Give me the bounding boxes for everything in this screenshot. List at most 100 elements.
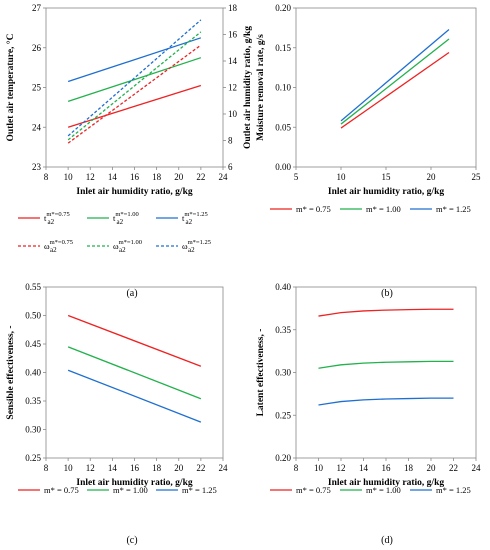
legend-label-base: ω xyxy=(113,241,119,251)
legend-label: m* = 1.25 xyxy=(436,204,471,214)
x-tick-label: 10 xyxy=(337,172,347,182)
x-tick-label: 8 xyxy=(294,463,299,473)
x-tick-label: 22 xyxy=(449,463,458,473)
legend: m* = 0.75 m* = 1.00 m* = 1.25 xyxy=(18,485,217,495)
x-axis-label: Inlet air humidity ratio, g/kg xyxy=(76,187,192,197)
legend-label: m* = 1.25 xyxy=(436,485,471,495)
legend-label: m* = 0.75 xyxy=(44,485,79,495)
y-tick-label: 0.40 xyxy=(275,282,291,292)
y-right-tick-label: 16 xyxy=(228,30,238,40)
series-line-2 xyxy=(67,369,202,423)
x-tick-label: 12 xyxy=(86,172,95,182)
x-tick-label: 15 xyxy=(382,172,392,182)
y-tick-label: 24 xyxy=(32,122,42,132)
x-tick-label: 22 xyxy=(196,463,205,473)
y-tick-label: 0.50 xyxy=(25,311,41,321)
x-tick-label: 14 xyxy=(359,463,369,473)
x-axis-label: Inlet air humidity ratio, g/kg xyxy=(328,187,444,197)
panel-label: (b) xyxy=(381,288,393,299)
legend-label-base: t xyxy=(182,213,185,223)
series-line-1 xyxy=(67,57,202,103)
y-right-tick-label: 18 xyxy=(228,3,238,13)
x-tick-label: 8 xyxy=(44,463,49,473)
series-line-4 xyxy=(67,31,202,141)
plot-frame xyxy=(295,7,477,168)
x-axis-label: Inlet air humidity ratio, g/kg xyxy=(76,478,192,488)
series-line-1 xyxy=(318,360,454,369)
legend-label-sup: m*=1.00 xyxy=(119,239,142,246)
legend-label-base: t xyxy=(44,213,47,223)
y-tick-label: 0.25 xyxy=(25,453,41,463)
x-tick-label: 24 xyxy=(219,172,229,182)
y-tick-label: 0.20 xyxy=(275,3,291,13)
y-tick-label: 25 xyxy=(32,83,42,93)
legend-label-base: t xyxy=(113,213,116,223)
legend-label-sup: m*=1.25 xyxy=(188,239,211,246)
y-tick-label: 27 xyxy=(32,3,42,13)
x-tick-label: 25 xyxy=(472,172,482,182)
y-tick-label: 0.00 xyxy=(275,162,291,172)
legend-label: m* = 1.00 xyxy=(366,204,401,214)
y-tick-label: 26 xyxy=(32,43,42,53)
chart-panel-d: 8 10 12 14 16 18 20 22 24 0.20 0.25 0.30 0.35 0.40 Inl… xyxy=(256,282,481,546)
y-tick-label: 0.40 xyxy=(25,368,41,378)
legend-label-sup: m*=0.75 xyxy=(50,239,73,246)
series-line-1 xyxy=(340,38,450,125)
y-right-tick-label: 10 xyxy=(228,109,238,119)
y-right-tick-label: 8 xyxy=(228,136,233,146)
series-line-3 xyxy=(67,44,202,144)
series-line-0 xyxy=(340,51,450,129)
chart-panel-a: 8 10 12 14 16 18 20 22 24 23 24 25 26 27 6 8 10 12 14 16 18 O… xyxy=(5,3,253,299)
x-tick-label: 20 xyxy=(427,172,437,182)
legend: m* = 0.75 m* = 1.00 m* = 1.25 xyxy=(270,204,471,214)
legend-label-sub: a2 xyxy=(119,246,126,254)
legend-label: ωm*=1.00 a2 xyxy=(113,239,142,254)
y-tick-label: 0.20 xyxy=(275,453,291,463)
y-tick-label: 23 xyxy=(32,162,42,172)
x-tick-label: 18 xyxy=(404,463,414,473)
x-tick-label: 24 xyxy=(472,463,482,473)
x-tick-label: 16 xyxy=(382,463,392,473)
y-tick-label: 0.45 xyxy=(25,339,41,349)
legend-label-sup: m*=1.25 xyxy=(184,211,207,218)
legend-label: m* = 0.75 xyxy=(296,485,331,495)
plot-frame xyxy=(295,286,477,459)
y-tick-label: 0.25 xyxy=(275,410,291,420)
y-tick-label: 0.05 xyxy=(275,122,291,132)
y-tick-label: 0.35 xyxy=(275,325,291,335)
y-tick-label: 0.35 xyxy=(25,396,41,406)
x-tick-label: 16 xyxy=(130,463,140,473)
y-tick-label: 0.30 xyxy=(275,368,291,378)
series-line-0 xyxy=(318,308,454,317)
x-tick-label: 8 xyxy=(44,172,49,182)
x-tick-label: 24 xyxy=(219,463,229,473)
y-right-tick-label: 6 xyxy=(228,162,233,172)
x-tick-label: 20 xyxy=(174,172,184,182)
legend-label-base: ω xyxy=(44,241,50,251)
panel-label: (c) xyxy=(126,535,137,546)
legend-label: m* = 0.75 xyxy=(296,204,331,214)
x-tick-label: 10 xyxy=(64,172,74,182)
series-line-0 xyxy=(67,84,202,128)
legend-label-sub: a2 xyxy=(48,218,55,226)
y-axis-right-label: Outlet air humidity ratio, g/kg xyxy=(243,26,253,149)
legend-label: tm*=1.25 a2 xyxy=(182,211,208,226)
legend-label: m* = 1.00 xyxy=(366,485,401,495)
x-tick-label: 5 xyxy=(294,172,299,182)
legend-label-base: ω xyxy=(182,241,188,251)
series-line-2 xyxy=(318,397,454,406)
x-tick-label: 18 xyxy=(152,172,162,182)
y-tick-label: 0.15 xyxy=(275,43,291,53)
y-axis-label: Latent effectiveness, - xyxy=(256,329,266,417)
series-line-1 xyxy=(67,346,202,400)
y-right-tick-label: 14 xyxy=(228,56,238,66)
x-tick-label: 10 xyxy=(64,463,74,473)
x-tick-label: 18 xyxy=(152,463,162,473)
legend-label: ωm*=1.25 a2 xyxy=(182,239,211,254)
x-tick-label: 10 xyxy=(314,463,324,473)
legend-label-sub: a2 xyxy=(186,218,193,226)
legend-label-sub: a2 xyxy=(188,246,195,254)
y-tick-label: 0.10 xyxy=(275,83,291,93)
